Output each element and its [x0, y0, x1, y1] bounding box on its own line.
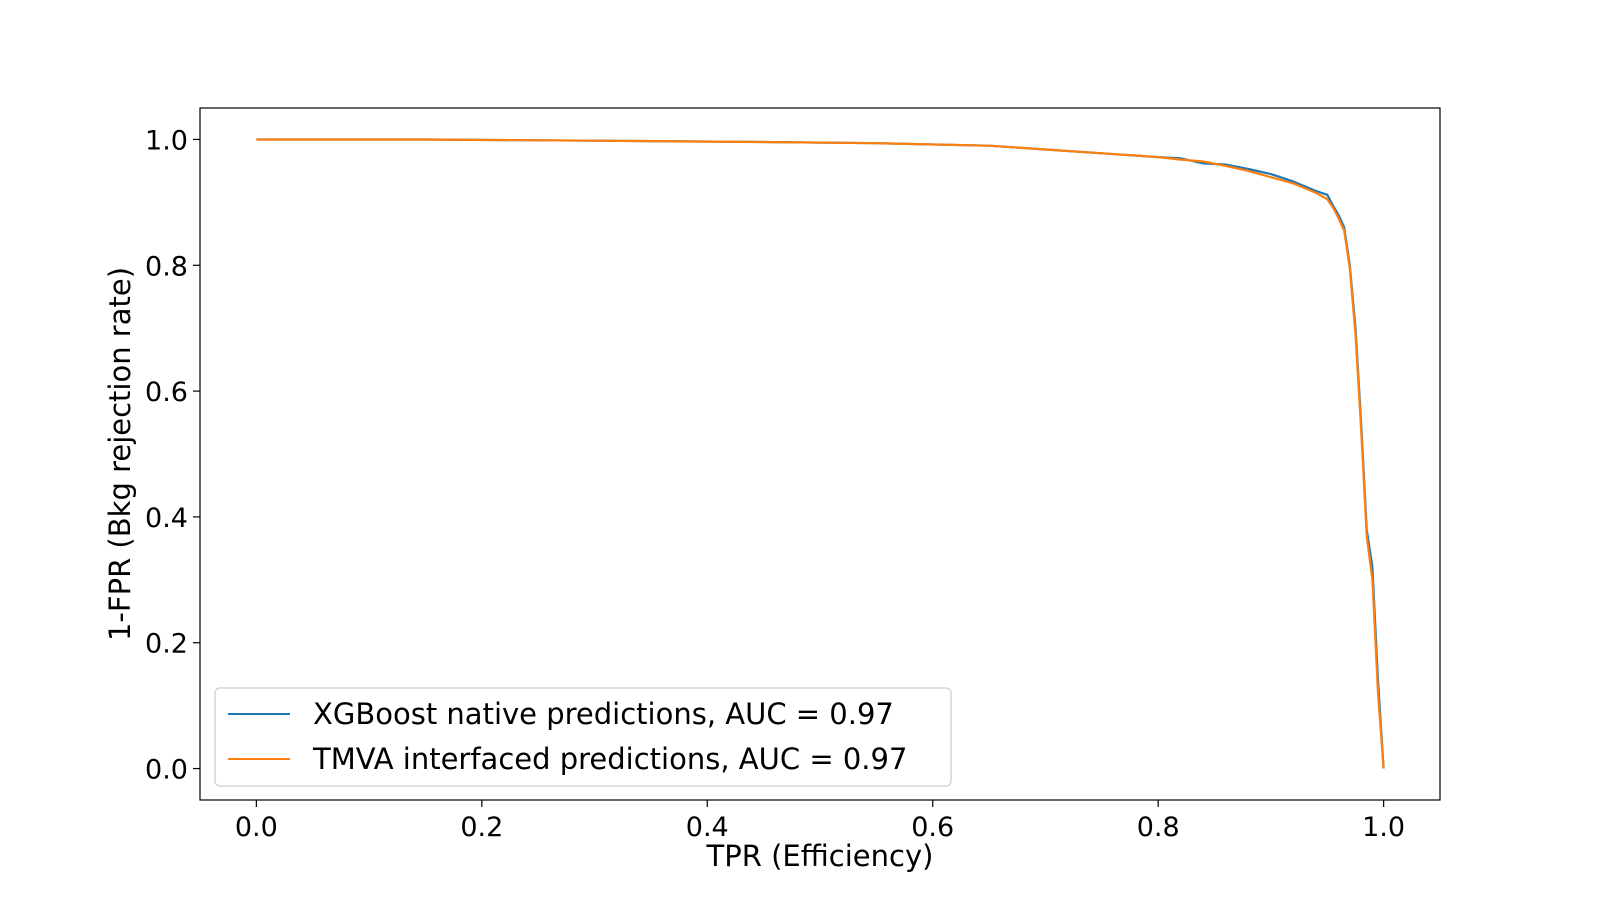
- series-layer: [256, 138, 1385, 769]
- x-axis-ticks: 0.0 0.2 0.4 0.6 0.8 1.0: [235, 800, 1405, 843]
- y-tick-label: 0.6: [145, 377, 188, 408]
- x-tick-label: 1.0: [1362, 812, 1405, 843]
- legend-frame: [214, 687, 952, 787]
- axes-frame: [199, 107, 1441, 801]
- y-axis-label: 1-FPR (Bkg rejection rate): [103, 267, 137, 641]
- y-tick-label: 0.0: [145, 755, 188, 786]
- x-tick-label: 0.8: [1137, 812, 1180, 843]
- x-tick-label: 0.4: [686, 812, 729, 843]
- legend-label-tmva: TMVA interfaced predictions, AUC = 0.97: [312, 742, 907, 776]
- y-axis-ticks: 0.0 0.2 0.4 0.6 0.8 1.0: [145, 125, 200, 786]
- x-tick-label: 0.0: [235, 812, 278, 843]
- legend-label-xgboost: XGBoost native predictions, AUC = 0.97: [313, 697, 894, 731]
- y-tick-label: 0.8: [145, 251, 188, 282]
- y-tick-label: 0.4: [145, 503, 188, 534]
- plot-area: [199, 107, 1441, 801]
- y-tick-label: 1.0: [145, 125, 188, 156]
- y-tick-label: 0.2: [145, 629, 188, 660]
- x-tick-label: 0.6: [911, 812, 954, 843]
- legend: XGBoost native predictions, AUC = 0.97 T…: [214, 687, 952, 787]
- axes-background: [200, 108, 1440, 800]
- x-axis-label: TPR (Efficiency): [706, 839, 934, 873]
- series-line-tmva: [256, 138, 1385, 769]
- x-tick-label: 0.2: [460, 812, 503, 843]
